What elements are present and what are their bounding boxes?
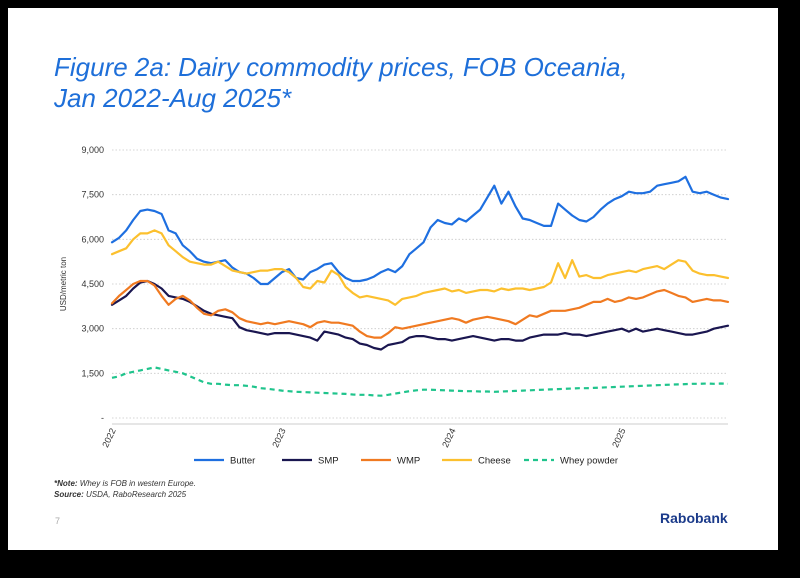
legend-label-whey: Whey powder: [560, 456, 618, 467]
series-line-whey: [111, 366, 729, 397]
legend-label-cheese: Cheese: [478, 456, 511, 467]
chart-title-line-1: Figure 2a: Dairy commodity prices, FOB O…: [54, 52, 628, 82]
footnote: *Note: Whey is FOB in western Europe. So…: [54, 478, 196, 500]
line-chart: - 1,500 3,000 4,500 6,000 7,500 9,000 USD/metri…: [59, 145, 730, 467]
x-tick-label: 2024: [440, 427, 458, 449]
y-tick-label: 6,000: [81, 234, 104, 244]
chart-title-line-2: Jan 2022-Aug 2025*: [54, 83, 292, 113]
series-line-butter: [110, 175, 730, 286]
series-line-cheese: [110, 229, 730, 306]
y-tick-label: 3,000: [81, 324, 104, 334]
series-line-smp: [110, 279, 730, 351]
y-axis-label: USD/metric ton: [59, 257, 68, 311]
legend-label-butter: Butter: [230, 456, 255, 467]
note-label: *Note:: [54, 479, 78, 488]
brand-logo: Rabobank: [660, 510, 728, 526]
note-text: Whey is FOB in western Europe.: [77, 479, 196, 488]
source-line: Source: USDA, RaboResearch 2025: [54, 489, 196, 500]
x-tick-label: 2025: [610, 427, 628, 449]
source-text: USDA, RaboResearch 2025: [83, 490, 187, 499]
legend-label-wmp: WMP: [397, 456, 420, 467]
y-tick-label: -: [101, 413, 104, 423]
y-tick-label: 7,500: [81, 190, 104, 200]
page-number: 7: [55, 516, 61, 526]
x-tick-label: 2023: [270, 427, 288, 449]
chart-title: Figure 2a: Dairy commodity prices, FOB O…: [54, 52, 754, 114]
y-tick-label: 1,500: [81, 368, 104, 378]
y-tick-label: 4,500: [81, 279, 104, 289]
source-label: Source:: [54, 490, 84, 499]
y-tick-label: 9,000: [81, 145, 104, 155]
series-line-wmp: [110, 279, 730, 339]
slide: Figure 2a: Dairy commodity prices, FOB O…: [8, 8, 778, 550]
x-tick-label: 2022: [100, 427, 118, 449]
note-line: *Note: Whey is FOB in western Europe.: [54, 478, 196, 489]
legend-label-smp: SMP: [318, 456, 339, 467]
